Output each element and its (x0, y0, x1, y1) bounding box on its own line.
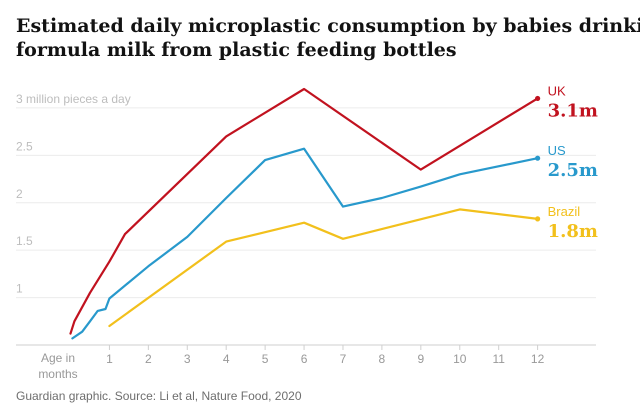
x-tick-label-4: 5 (262, 352, 269, 366)
series-line-brazil (108, 208, 539, 328)
series-line-uk (69, 87, 539, 335)
x-tick-label-10: 11 (492, 352, 505, 366)
x-axis-ticks: 1 2 3 4 5 6 7 8 9 10 11 12 (106, 345, 545, 366)
y-tick-label-4: 3 million pieces a day (16, 92, 131, 106)
chart-title-line-2: formula milk from plastic feeding bottle… (16, 39, 457, 61)
x-tick-label-8: 9 (417, 352, 424, 366)
series-endpoint-uk (535, 95, 541, 102)
x-tick-label-11: 12 (531, 352, 545, 366)
y-tick-label-0: 1 (16, 282, 23, 296)
series-value-us: 2.5m (548, 160, 598, 181)
x-axis-title-line-2: months (38, 367, 77, 381)
series-endpoint-brazil (535, 216, 541, 222)
series-value-brazil: 1.8m (548, 221, 598, 242)
x-axis-title-line-1: Age in (41, 351, 75, 365)
y-axis-ticks: 1 1.5 2 2.5 3 million pieces a day (16, 92, 131, 296)
y-tick-label-3: 2.5 (16, 139, 33, 153)
series-endpoint-us (535, 155, 541, 161)
x-tick-label-6: 7 (340, 352, 347, 366)
gridlines (16, 107, 596, 346)
x-tick-label-9: 10 (453, 352, 467, 366)
x-tick-label-2: 3 (184, 352, 191, 366)
series-value-uk: 3.1m (548, 100, 598, 121)
source-note: Guardian graphic. Source: Li et al, Natu… (16, 389, 302, 403)
chart-title-line-1: Estimated daily microplastic consumption… (16, 15, 640, 37)
series-name-uk: UK (548, 83, 566, 98)
series-name-brazil: Brazil (548, 204, 581, 219)
x-tick-label-1: 2 (145, 352, 152, 366)
y-tick-label-1: 1.5 (16, 234, 33, 248)
x-tick-label-3: 4 (223, 352, 230, 366)
series-end-labels: UK 3.1m US 2.5m Brazil 1.8m (548, 83, 598, 241)
x-tick-label-5: 6 (301, 352, 308, 366)
x-tick-label-0: 1 (106, 352, 113, 366)
series-name-us: US (548, 143, 566, 158)
x-tick-label-7: 8 (379, 352, 386, 366)
series-line-us (71, 147, 539, 340)
series-lines (69, 87, 541, 340)
y-tick-label-2: 2 (16, 187, 23, 201)
